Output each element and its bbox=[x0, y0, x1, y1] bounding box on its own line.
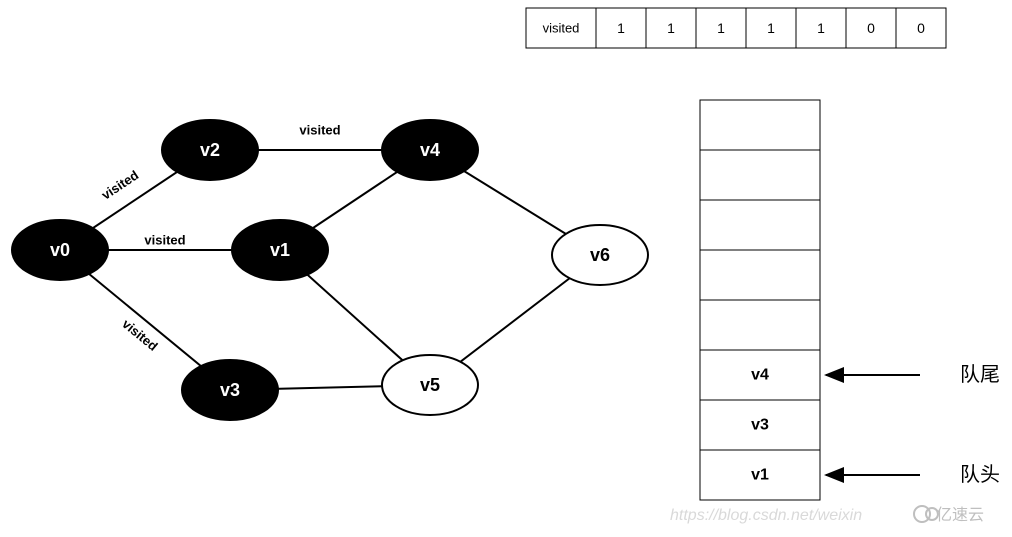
queue-slot bbox=[700, 250, 820, 300]
queue-slot bbox=[700, 150, 820, 200]
visited-value: 1 bbox=[717, 20, 725, 36]
node-label: v4 bbox=[420, 140, 440, 160]
visited-value: 1 bbox=[617, 20, 625, 36]
visited-value: 1 bbox=[767, 20, 775, 36]
visited-value: 0 bbox=[867, 20, 875, 36]
node-label: v2 bbox=[200, 140, 220, 160]
edge-label: visited bbox=[119, 316, 160, 354]
node-label: v3 bbox=[220, 380, 240, 400]
queue-item: v3 bbox=[751, 417, 769, 434]
queue-slot bbox=[700, 100, 820, 150]
watermark-brand: 亿速云 bbox=[936, 506, 984, 524]
watermark-url: https://blog.csdn.net/weixin bbox=[670, 507, 862, 524]
visited-value: 0 bbox=[917, 20, 925, 36]
edge-label: visited bbox=[99, 167, 142, 202]
watermark-logo-icon bbox=[914, 506, 930, 522]
visited-label: visited bbox=[543, 21, 580, 36]
queue-slot bbox=[700, 200, 820, 250]
queue-pointer-label: 队尾 bbox=[960, 363, 1000, 386]
queue-slot bbox=[700, 300, 820, 350]
queue-item: v4 bbox=[751, 367, 769, 384]
node-label: v1 bbox=[270, 240, 290, 260]
node-label: v0 bbox=[50, 240, 70, 260]
queue-pointer-label: 队头 bbox=[960, 463, 1000, 486]
edge-label: visited bbox=[144, 233, 185, 248]
visited-value: 1 bbox=[667, 20, 675, 36]
queue-item: v1 bbox=[751, 467, 769, 484]
visited-value: 1 bbox=[817, 20, 825, 36]
edge-label: visited bbox=[299, 123, 340, 138]
node-label: v5 bbox=[420, 375, 440, 395]
node-label: v6 bbox=[590, 245, 610, 265]
